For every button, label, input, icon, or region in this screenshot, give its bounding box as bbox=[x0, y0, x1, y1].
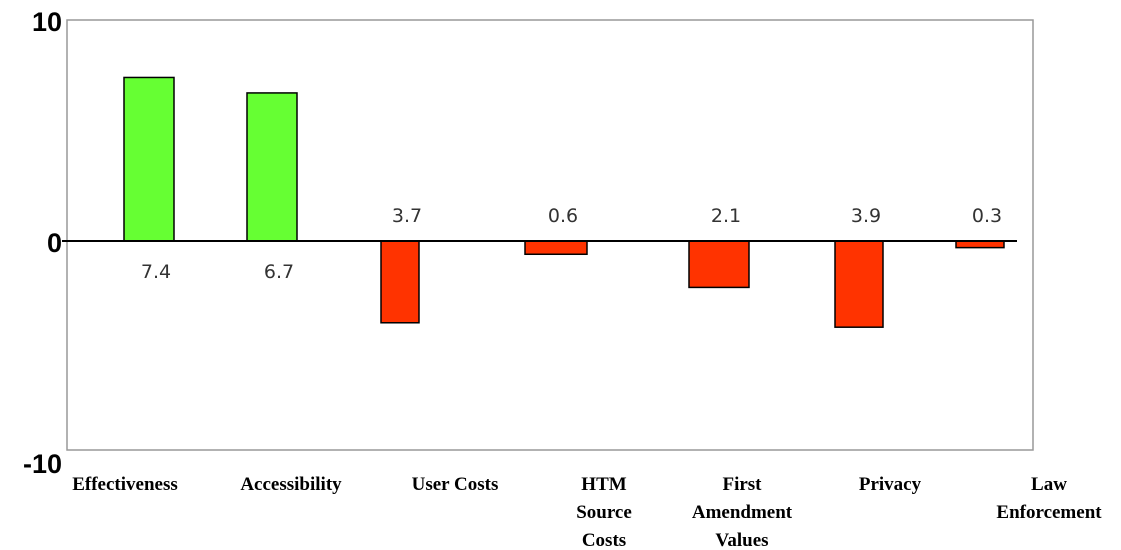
category-labels-group: Effectiveness Accessibility User Costs HTM S… bbox=[72, 474, 1102, 550]
bar-effectiveness bbox=[123, 76, 175, 242]
data-labels-group: 7.4 6.7 3.7 0.6 2.1 3.9 0.3 bbox=[141, 205, 1002, 283]
bar-privacy bbox=[834, 240, 884, 328]
data-label-htm-source-costs: 0.6 bbox=[548, 205, 578, 227]
y-tick-10: 10 bbox=[32, 7, 62, 37]
category-label-user-costs: User Costs bbox=[412, 474, 499, 495]
category-label-law-enforcement: Law Enforcement bbox=[996, 474, 1102, 523]
data-label-law-enforcement: 0.3 bbox=[972, 205, 1002, 227]
category-label-first-amendment-values: First Amendment Values bbox=[692, 474, 793, 550]
category-label-htm-source-costs: HTM Source Costs bbox=[576, 474, 632, 550]
data-label-user-costs: 3.7 bbox=[392, 205, 422, 227]
y-tick-minus-10: -10 bbox=[23, 449, 62, 479]
category-label-privacy: Privacy bbox=[859, 474, 922, 495]
bar-user-costs bbox=[380, 240, 420, 324]
data-label-privacy: 3.9 bbox=[851, 205, 881, 227]
y-ticks-group: 10 0 -10 bbox=[23, 7, 62, 479]
data-label-effectiveness: 7.4 bbox=[141, 261, 171, 283]
category-label-accessibility: Accessibility bbox=[240, 474, 342, 495]
bar-first-amendment-values bbox=[688, 240, 750, 289]
bar-htm-source-costs bbox=[524, 240, 588, 256]
y-tick-0: 0 bbox=[47, 228, 62, 258]
category-label-effectiveness: Effectiveness bbox=[72, 474, 178, 495]
plot-frame bbox=[66, 19, 1034, 451]
data-label-accessibility: 6.7 bbox=[264, 261, 294, 283]
bar-accessibility bbox=[246, 92, 298, 242]
data-label-first-amendment-values: 2.1 bbox=[711, 205, 741, 227]
